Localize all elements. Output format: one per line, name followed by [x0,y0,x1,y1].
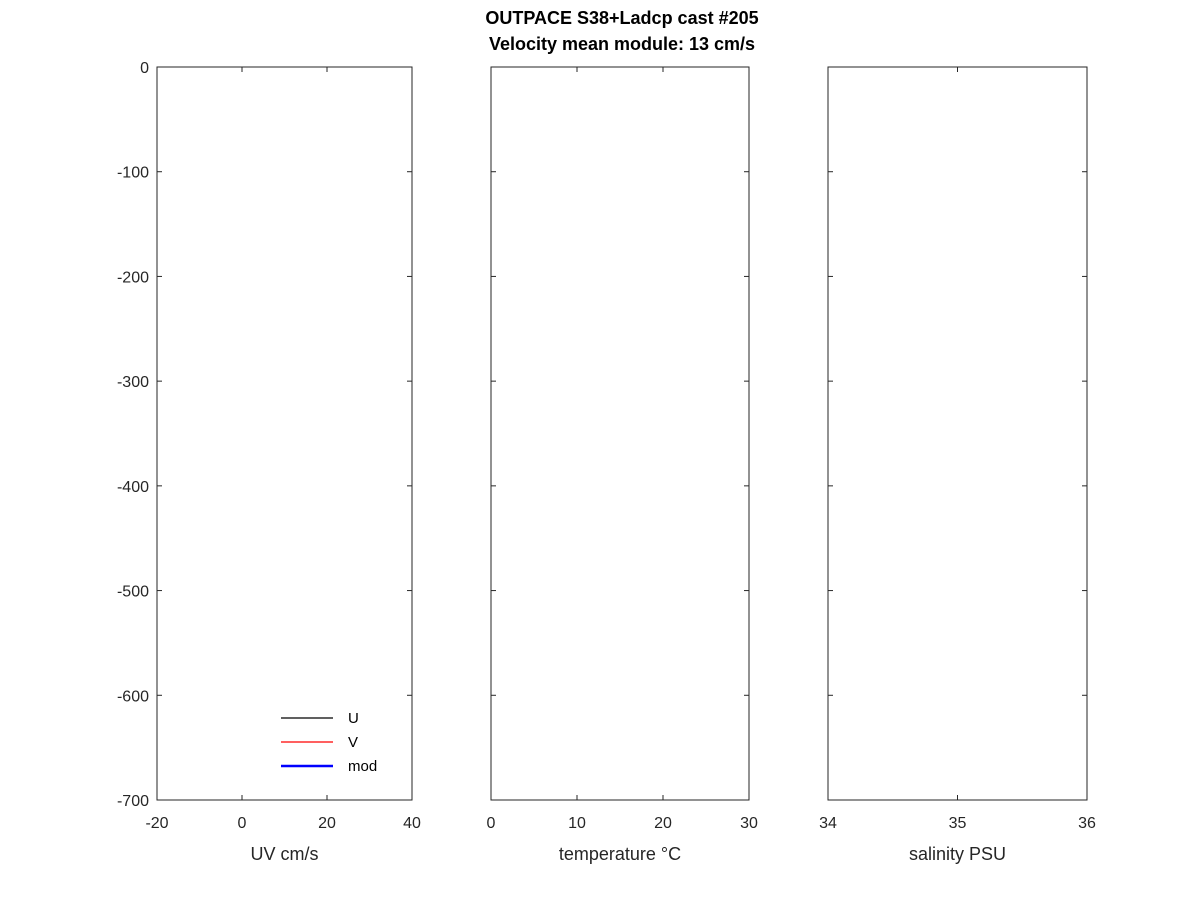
legend-label-mod: mod [348,758,377,775]
x-tick-label: 20 [318,815,336,832]
temperature-panel: 0 10 20 30 temperature °C [487,66,758,864]
y-tick-label: -500 [117,584,149,601]
x-axis-label: UV cm/s [250,844,318,864]
axes-frame [490,66,750,801]
y-tick-label: -200 [117,269,149,286]
figure-title-line1: OUTPACE S38+Ladcp cast #205 [485,8,758,28]
x-tick-label: 20 [654,815,672,832]
y-tick-label: -700 [117,793,149,810]
y-tick-label: -300 [117,374,149,391]
y-tick-label: -400 [117,479,149,496]
axes-frame [827,66,1088,801]
x-tick-label: 35 [949,815,967,832]
salinity-panel: 34 35 36 salinity PSU [819,66,1096,864]
x-tick-label: 36 [1078,815,1096,832]
velocity-panel: -20 0 20 400-100-200-300-400-500-600-700UV … [117,60,421,864]
x-tick-label: 40 [403,815,421,832]
y-tick-label: -100 [117,165,149,182]
y-tick-label: -600 [117,688,149,705]
axes-frame [156,66,413,801]
x-axis-label: temperature °C [559,844,681,864]
y-tick-label: 0 [140,60,149,77]
x-tick-label: 30 [740,815,758,832]
x-axis-label: salinity PSU [909,844,1006,864]
x-tick-label: 0 [487,815,496,832]
figure-title-line2: Velocity mean module: 13 cm/s [489,34,755,54]
x-tick-label: 10 [568,815,586,832]
x-tick-label: 34 [819,815,837,832]
x-tick-label: 0 [238,815,247,832]
legend-label-u: U [348,710,359,727]
legend-label-v: V [348,734,358,751]
x-tick-label: -20 [145,815,168,832]
